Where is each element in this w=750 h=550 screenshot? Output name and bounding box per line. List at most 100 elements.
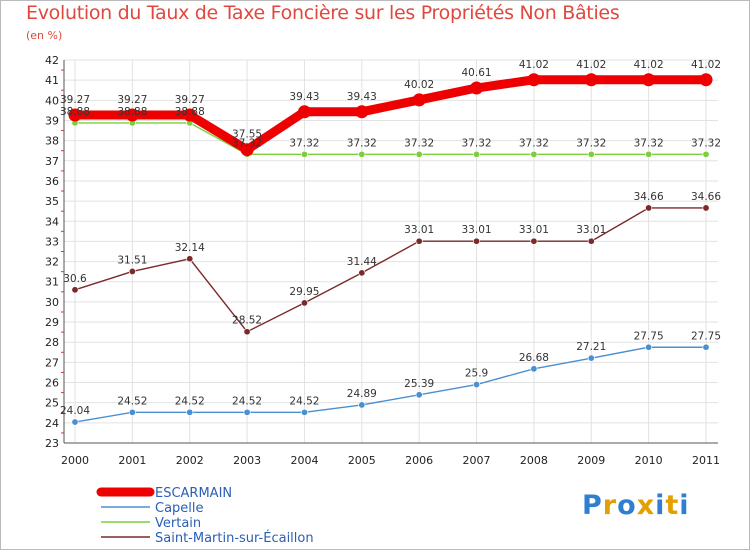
data-label: 27.21 bbox=[576, 341, 606, 353]
data-point bbox=[473, 150, 481, 158]
chart-y-unit-label: (en %) bbox=[26, 29, 63, 42]
data-point bbox=[699, 73, 713, 87]
data-point bbox=[183, 108, 197, 122]
data-point bbox=[530, 150, 538, 158]
data-label: 38.88 bbox=[60, 106, 90, 118]
x-tick-label: 2001 bbox=[118, 454, 146, 467]
x-tick-label: 2007 bbox=[463, 454, 491, 467]
data-point bbox=[473, 237, 481, 245]
data-label: 33.01 bbox=[519, 224, 549, 236]
y-tick-label: 38 bbox=[45, 135, 59, 148]
logo-letter: i bbox=[655, 490, 666, 521]
logo-letter: P bbox=[582, 490, 603, 521]
data-label: 30.6 bbox=[63, 273, 87, 285]
x-tick-label: 2004 bbox=[290, 454, 318, 467]
data-label: 33.01 bbox=[462, 224, 492, 236]
data-label: 39.43 bbox=[347, 91, 377, 103]
data-point bbox=[240, 143, 254, 157]
data-label: 24.52 bbox=[117, 395, 147, 407]
y-tick-label: 36 bbox=[45, 175, 59, 188]
data-point bbox=[128, 267, 136, 275]
x-tick-label: 2011 bbox=[692, 454, 720, 467]
data-label: 37.32 bbox=[576, 137, 606, 149]
data-point bbox=[527, 73, 541, 87]
logo-letter: o bbox=[617, 490, 637, 521]
y-tick-label: 28 bbox=[45, 336, 59, 349]
data-label: 39.27 bbox=[117, 94, 147, 106]
data-point bbox=[297, 105, 311, 119]
data-point bbox=[587, 237, 595, 245]
data-point bbox=[415, 391, 423, 399]
data-label: 37.32 bbox=[289, 137, 319, 149]
data-label: 33.01 bbox=[576, 224, 606, 236]
y-tick-label: 23 bbox=[45, 437, 59, 450]
y-tick-label: 40 bbox=[45, 94, 59, 107]
data-point bbox=[300, 408, 308, 416]
data-label: 37.55 bbox=[232, 129, 262, 141]
x-tick-label: 2008 bbox=[520, 454, 548, 467]
data-point bbox=[186, 408, 194, 416]
series-line-3 bbox=[74, 207, 707, 333]
data-point bbox=[128, 408, 136, 416]
data-point bbox=[702, 343, 710, 351]
y-tick-label: 37 bbox=[45, 155, 59, 168]
x-tick-label: 2009 bbox=[577, 454, 605, 467]
data-point bbox=[71, 286, 79, 294]
plot-area bbox=[64, 60, 718, 443]
x-tick-label: 2000 bbox=[61, 454, 89, 467]
data-point bbox=[300, 299, 308, 307]
data-label: 24.52 bbox=[175, 395, 205, 407]
data-point bbox=[470, 81, 484, 95]
data-point bbox=[702, 150, 710, 158]
y-tick-label: 29 bbox=[45, 316, 59, 329]
data-point bbox=[300, 150, 308, 158]
data-point bbox=[645, 150, 653, 158]
data-label: 24.52 bbox=[289, 395, 319, 407]
data-label: 24.89 bbox=[347, 388, 377, 400]
x-tick-label: 2005 bbox=[348, 454, 376, 467]
data-point bbox=[358, 150, 366, 158]
data-label: 27.75 bbox=[691, 330, 721, 342]
data-label: 37.32 bbox=[232, 137, 262, 149]
data-point bbox=[71, 418, 79, 426]
data-label: 25.9 bbox=[465, 368, 488, 380]
data-label: 29.95 bbox=[289, 286, 319, 298]
data-label: 34.66 bbox=[634, 191, 664, 203]
data-point bbox=[587, 354, 595, 362]
data-label: 37.32 bbox=[404, 137, 434, 149]
data-label: 26.68 bbox=[519, 352, 549, 364]
proxiti-logo: Proxiti bbox=[582, 490, 690, 521]
data-label: 39.27 bbox=[60, 94, 90, 106]
data-label: 24.52 bbox=[232, 395, 262, 407]
logo-letter: r bbox=[602, 490, 618, 521]
data-point bbox=[243, 328, 251, 336]
y-tick-label: 42 bbox=[45, 54, 59, 67]
y-tick-label: 30 bbox=[45, 296, 59, 309]
y-tick-label: 27 bbox=[45, 356, 59, 369]
data-label: 37.32 bbox=[462, 137, 492, 149]
y-tick-label: 24 bbox=[45, 417, 59, 430]
data-point bbox=[645, 204, 653, 212]
y-tick-label: 31 bbox=[45, 276, 59, 289]
logo-letter: x bbox=[636, 490, 656, 521]
data-label: 41.02 bbox=[691, 59, 721, 71]
data-label: 34.66 bbox=[691, 191, 721, 203]
series-line-0 bbox=[70, 75, 711, 155]
data-label: 41.02 bbox=[576, 59, 606, 71]
y-tick-label: 41 bbox=[45, 74, 59, 87]
data-label: 25.39 bbox=[404, 378, 434, 390]
data-label: 39.27 bbox=[175, 94, 205, 106]
data-label: 28.52 bbox=[232, 315, 262, 327]
x-tick-label: 2010 bbox=[635, 454, 663, 467]
logo-letter: t bbox=[665, 490, 680, 521]
legend-label: Vertain bbox=[155, 516, 201, 531]
legend-label: ESCARMAIN bbox=[155, 486, 232, 501]
chart-title: Evolution du Taux de Taxe Foncière sur l… bbox=[26, 2, 620, 24]
data-point bbox=[530, 237, 538, 245]
data-point bbox=[355, 105, 369, 119]
data-label: 32.14 bbox=[175, 242, 205, 254]
data-point bbox=[68, 108, 82, 122]
data-label: 37.32 bbox=[347, 137, 377, 149]
x-tick-label: 2006 bbox=[405, 454, 433, 467]
data-point bbox=[358, 401, 366, 409]
